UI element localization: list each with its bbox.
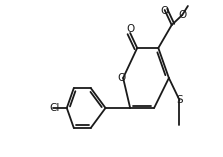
Text: O: O bbox=[161, 6, 169, 16]
Text: O: O bbox=[179, 10, 187, 20]
Text: S: S bbox=[177, 95, 184, 105]
Text: O: O bbox=[126, 24, 134, 34]
Text: O: O bbox=[118, 73, 126, 83]
Text: Cl: Cl bbox=[49, 103, 59, 113]
